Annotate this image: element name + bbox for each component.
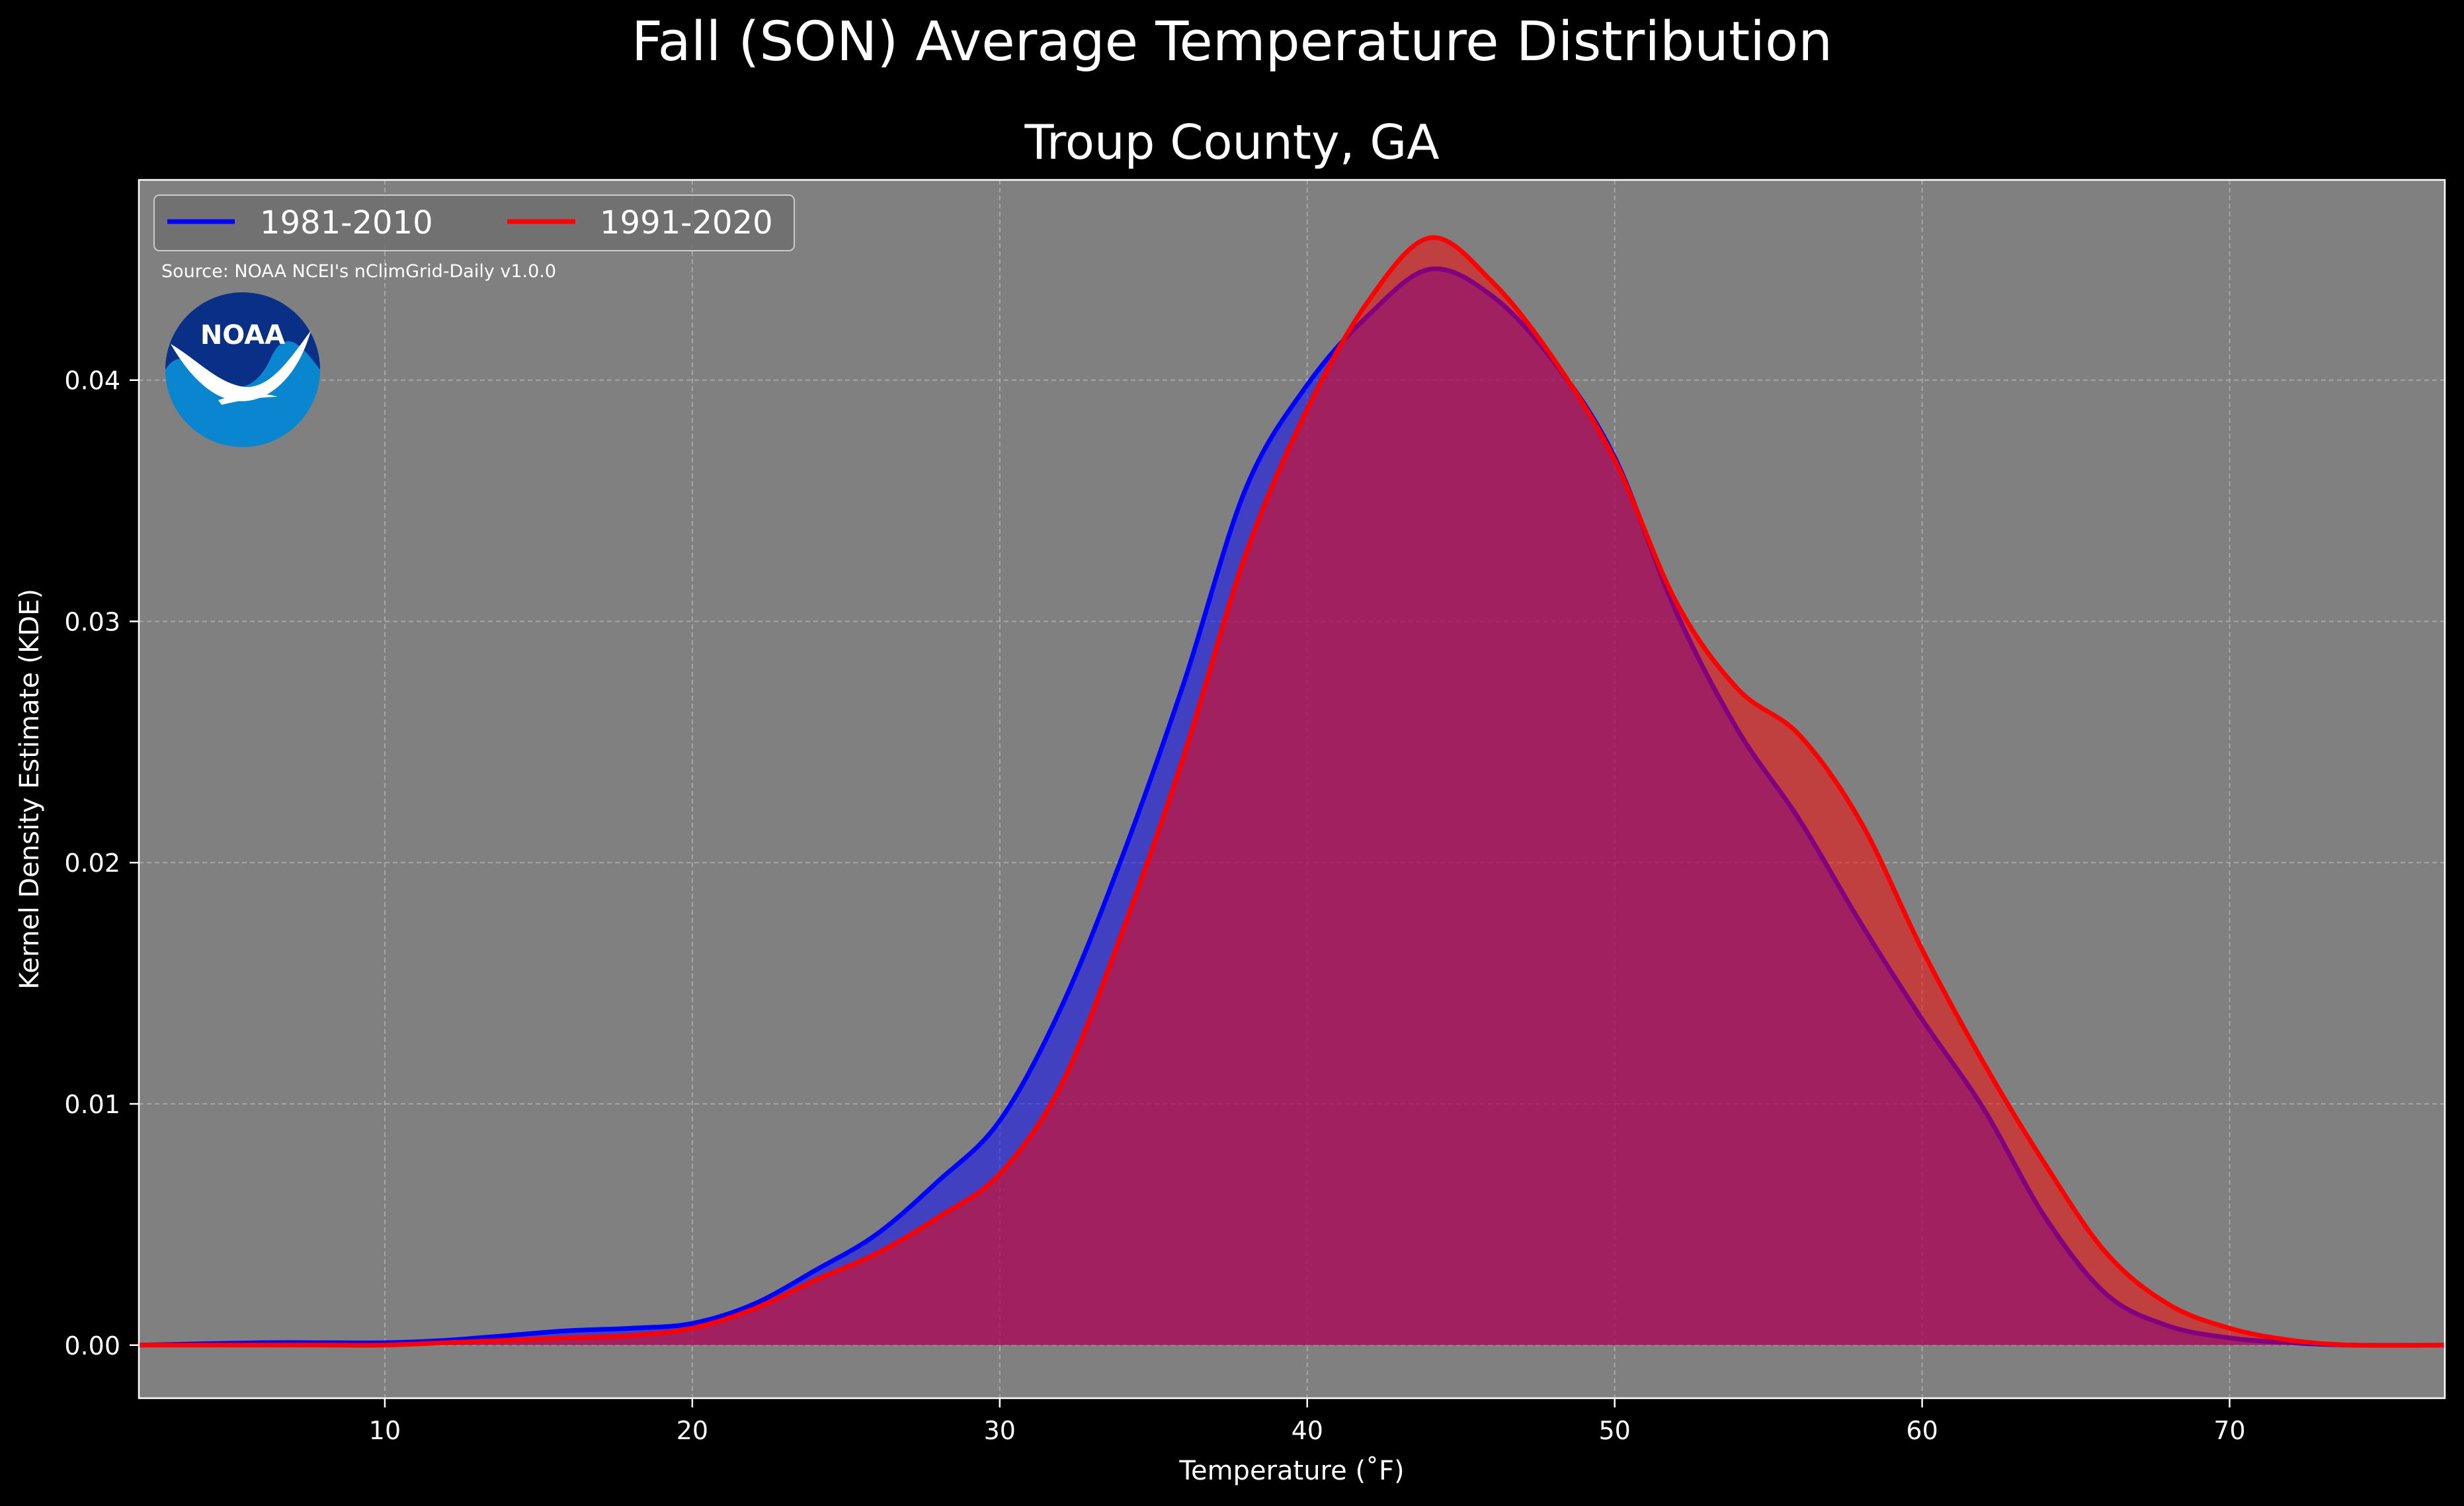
- y-tick-label: 0.01: [64, 1090, 120, 1119]
- y-tick-label: 0.02: [64, 849, 120, 878]
- x-tick-label: 60: [1906, 1416, 1938, 1445]
- chart-subtitle: Troup County, GA: [1024, 114, 1440, 170]
- y-tick-label: 0.00: [64, 1331, 120, 1360]
- series-group: [139, 235, 2445, 1348]
- legend-box: [153, 194, 795, 251]
- x-tick-label: 10: [369, 1416, 401, 1445]
- x-tick-label: 50: [1599, 1416, 1631, 1445]
- chart-title: Fall (SON) Average Temperature Distribut…: [631, 11, 1833, 73]
- x-tick-label: 40: [1292, 1416, 1323, 1445]
- noaa-logo-gull: [171, 331, 311, 401]
- y-tick-label: 0.04: [64, 366, 120, 396]
- source-annotation: Source: NOAA NCEI's nClimGrid-Daily v1.0…: [161, 261, 556, 282]
- x-tick-label: 70: [2213, 1416, 2245, 1445]
- legend-label-2: 1991-2020: [600, 204, 773, 241]
- series-2-area: [139, 237, 2445, 1346]
- noaa-logo-text: NOAA: [200, 320, 285, 351]
- x-tick-label: 30: [984, 1416, 1016, 1445]
- y-tick-label: 0.03: [64, 607, 120, 636]
- y-axis-label: Kernel Density Estimate (KDE): [15, 589, 45, 989]
- legend-label-1: 1981-2010: [260, 204, 433, 241]
- plot-frame: [138, 179, 2446, 1400]
- noaa-logo-gull-tail: [218, 394, 278, 405]
- legend: 1981-2010 1991-2020: [153, 194, 795, 251]
- x-tick-label: 20: [677, 1416, 708, 1445]
- series-2-line: [139, 235, 2445, 1348]
- noaa-logo-inner: [165, 292, 320, 388]
- noaa-logo: NOAA: [165, 292, 320, 447]
- x-axis-label: Temperature (˚F): [1178, 1456, 1404, 1486]
